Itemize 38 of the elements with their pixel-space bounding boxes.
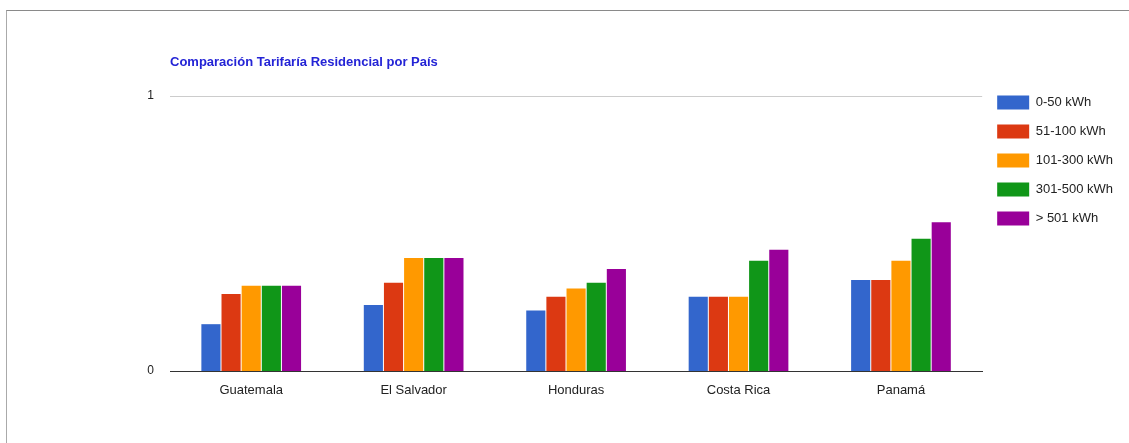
bar: [383, 282, 404, 371]
bar: [769, 249, 789, 371]
legend-label: 301-500 kWh: [1035, 181, 1114, 197]
bar: [201, 324, 221, 371]
bar: [241, 285, 261, 371]
bar: [606, 269, 626, 371]
bar: [261, 285, 281, 371]
x-tick-label: Honduras: [547, 382, 605, 398]
x-tick-label: Costa Rica: [706, 382, 772, 398]
legend-label: 0-50 kWh: [1035, 94, 1092, 110]
bar: [749, 260, 769, 371]
bar: [363, 304, 383, 371]
bar: [728, 296, 749, 371]
legend-label: 51-100 kWh: [1035, 123, 1106, 139]
bar: [404, 258, 424, 371]
bar: [688, 296, 708, 371]
bar: [546, 296, 566, 371]
bar: [424, 258, 444, 371]
bar: [708, 296, 728, 371]
bar: [871, 280, 891, 371]
chart-title: Comparación Tarifaría Residencial por País: [170, 54, 438, 70]
bar: [586, 282, 606, 371]
x-tick-label: El Salvador: [380, 382, 448, 398]
bar: [931, 222, 951, 371]
y-tick-label: 1: [147, 87, 155, 102]
x-tick-label: Guatemala: [219, 382, 284, 398]
bar: [281, 285, 302, 371]
bar: [851, 280, 871, 371]
x-tick-label: Panamá: [876, 382, 926, 398]
bar: [526, 310, 546, 371]
bar: [911, 238, 931, 371]
legend-label: 101-300 kWh: [1035, 152, 1114, 168]
y-tick-label: 0: [147, 363, 155, 378]
bar: [566, 288, 586, 371]
legend-label: > 501 kWh: [1035, 210, 1099, 226]
bar: [221, 293, 241, 371]
bar: [444, 258, 464, 371]
bar: [891, 260, 911, 371]
